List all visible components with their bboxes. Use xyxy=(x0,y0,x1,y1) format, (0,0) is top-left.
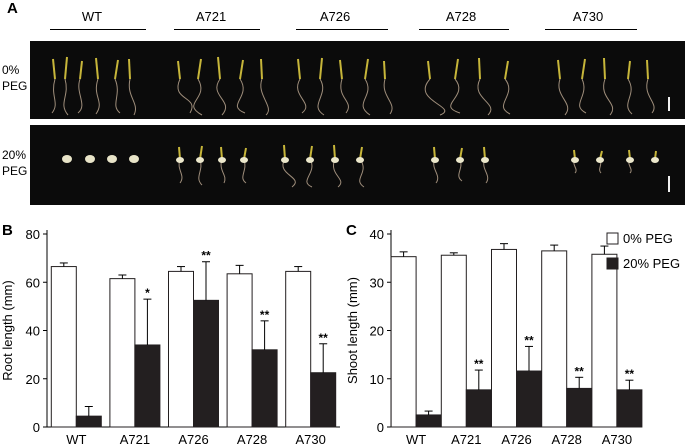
genotype-label-a721: A721 xyxy=(195,9,227,24)
x-tick-label-a726: A726 xyxy=(501,432,531,447)
significance-mark-a730: ** xyxy=(625,367,635,381)
bar-0-peg-a730 xyxy=(285,270,312,428)
y-tick-label: 60 xyxy=(26,275,40,290)
seedling-drawing-0-peg xyxy=(51,56,655,116)
bar-20-peg-a728 xyxy=(566,387,593,428)
panel-b-letter: B xyxy=(2,222,13,239)
x-tick-label-a726: A726 xyxy=(178,432,208,447)
bar-20-peg-wt xyxy=(75,415,102,428)
genotype-label-a728: A728 xyxy=(445,9,477,24)
significance-mark-a728: ** xyxy=(575,364,585,378)
bar-0-peg-a728 xyxy=(226,273,253,428)
x-tick-label-wt: WT xyxy=(406,432,426,447)
bar-0-peg-a728 xyxy=(541,250,568,428)
y-axis-title: Shoot length (mm) xyxy=(345,277,360,384)
bar-20-peg-a728 xyxy=(251,349,278,428)
row-label-20-peg-line2: PEG xyxy=(2,164,28,178)
y-tick-label: 0 xyxy=(33,420,40,435)
genotype-line-a721 xyxy=(174,29,260,30)
bar-20-peg-a726 xyxy=(193,299,219,428)
row-label-20-peg-line1: 20% xyxy=(2,148,27,162)
y-tick-label: 40 xyxy=(26,324,40,339)
x-tick-label-a721: A721 xyxy=(120,432,150,447)
seedling-drawing-20-peg xyxy=(62,144,659,188)
bar-20-peg-a730 xyxy=(616,389,643,428)
y-tick-label: 0 xyxy=(377,420,384,435)
x-tick-label-a728: A728 xyxy=(237,432,267,447)
x-tick-label-a721: A721 xyxy=(451,432,481,447)
genotype-label-a726: A726 xyxy=(319,9,351,24)
x-tick-label-a730: A730 xyxy=(296,432,326,447)
y-tick-label: 40 xyxy=(370,227,384,242)
legend-swatch-20-peg xyxy=(606,257,619,270)
bar-0-peg-a721 xyxy=(440,254,467,428)
genotype-label-a730: A730 xyxy=(572,9,604,24)
y-tick-label: 20 xyxy=(370,324,384,339)
x-tick-label-a730: A730 xyxy=(602,432,632,447)
bar-20-peg-a726 xyxy=(516,370,542,428)
seedling-photo-0-peg xyxy=(30,41,685,119)
legend-label-20-peg: 20% PEG xyxy=(623,256,680,271)
genotype-label-wt: WT xyxy=(81,9,103,24)
x-tick-label-a728: A728 xyxy=(552,432,582,447)
bar-20-peg-wt xyxy=(415,414,442,428)
genotype-line-a728 xyxy=(419,29,509,30)
shoot-length-chart: 0 10 20 30 40 Shoot length (mm) WT ** A721 ** A726… xyxy=(345,227,680,447)
legend-label-0-peg: 0% PEG xyxy=(623,231,673,246)
bar-0-peg-a730 xyxy=(591,253,618,428)
significance-mark-a721: ** xyxy=(474,357,484,371)
genotype-line-wt xyxy=(50,29,146,30)
y-tick-label: 30 xyxy=(370,275,384,290)
genotype-line-a730 xyxy=(545,29,637,30)
y-tick-label: 20 xyxy=(26,372,40,387)
significance-mark-a726: ** xyxy=(201,249,211,263)
bar-20-peg-a721 xyxy=(465,389,492,428)
bar-0-peg-a721 xyxy=(109,278,136,428)
significance-mark-a721: * xyxy=(145,286,150,300)
root-length-chart: 0 20 40 60 80 Root length (mm) WT * A721 ** A726 **… xyxy=(0,227,340,447)
x-tick-label-wt: WT xyxy=(66,432,86,447)
significance-mark-a728: ** xyxy=(260,308,270,322)
bar-0-peg-wt xyxy=(390,256,417,428)
row-label-0-peg: 0% PEG xyxy=(2,62,27,94)
bar-20-peg-a721 xyxy=(134,344,161,428)
row-label-0-peg-line1: 0% xyxy=(2,63,20,77)
y-axis-title: Root length (mm) xyxy=(0,280,15,380)
significance-mark-a726: ** xyxy=(524,333,534,347)
genotype-line-a726 xyxy=(296,29,388,30)
y-tick-label: 10 xyxy=(370,372,384,387)
row-label-0-peg-line2: PEG xyxy=(2,79,28,93)
seedling-photo-20-peg xyxy=(30,125,685,205)
scale-bar-bottom xyxy=(668,176,670,192)
significance-mark-a730: ** xyxy=(319,331,329,345)
bar-0-peg-wt xyxy=(50,266,77,428)
panel-a-letter: A xyxy=(7,0,18,17)
legend-swatch-0-peg xyxy=(606,232,619,245)
bar-0-peg-a726 xyxy=(168,270,194,428)
bar-20-peg-a730 xyxy=(310,372,337,428)
y-tick-label: 80 xyxy=(26,227,40,242)
row-label-20-peg: 20% PEG xyxy=(2,147,27,179)
scale-bar-top xyxy=(668,97,670,111)
panel-c-letter: C xyxy=(346,222,357,239)
bar-0-peg-a726 xyxy=(491,248,517,428)
